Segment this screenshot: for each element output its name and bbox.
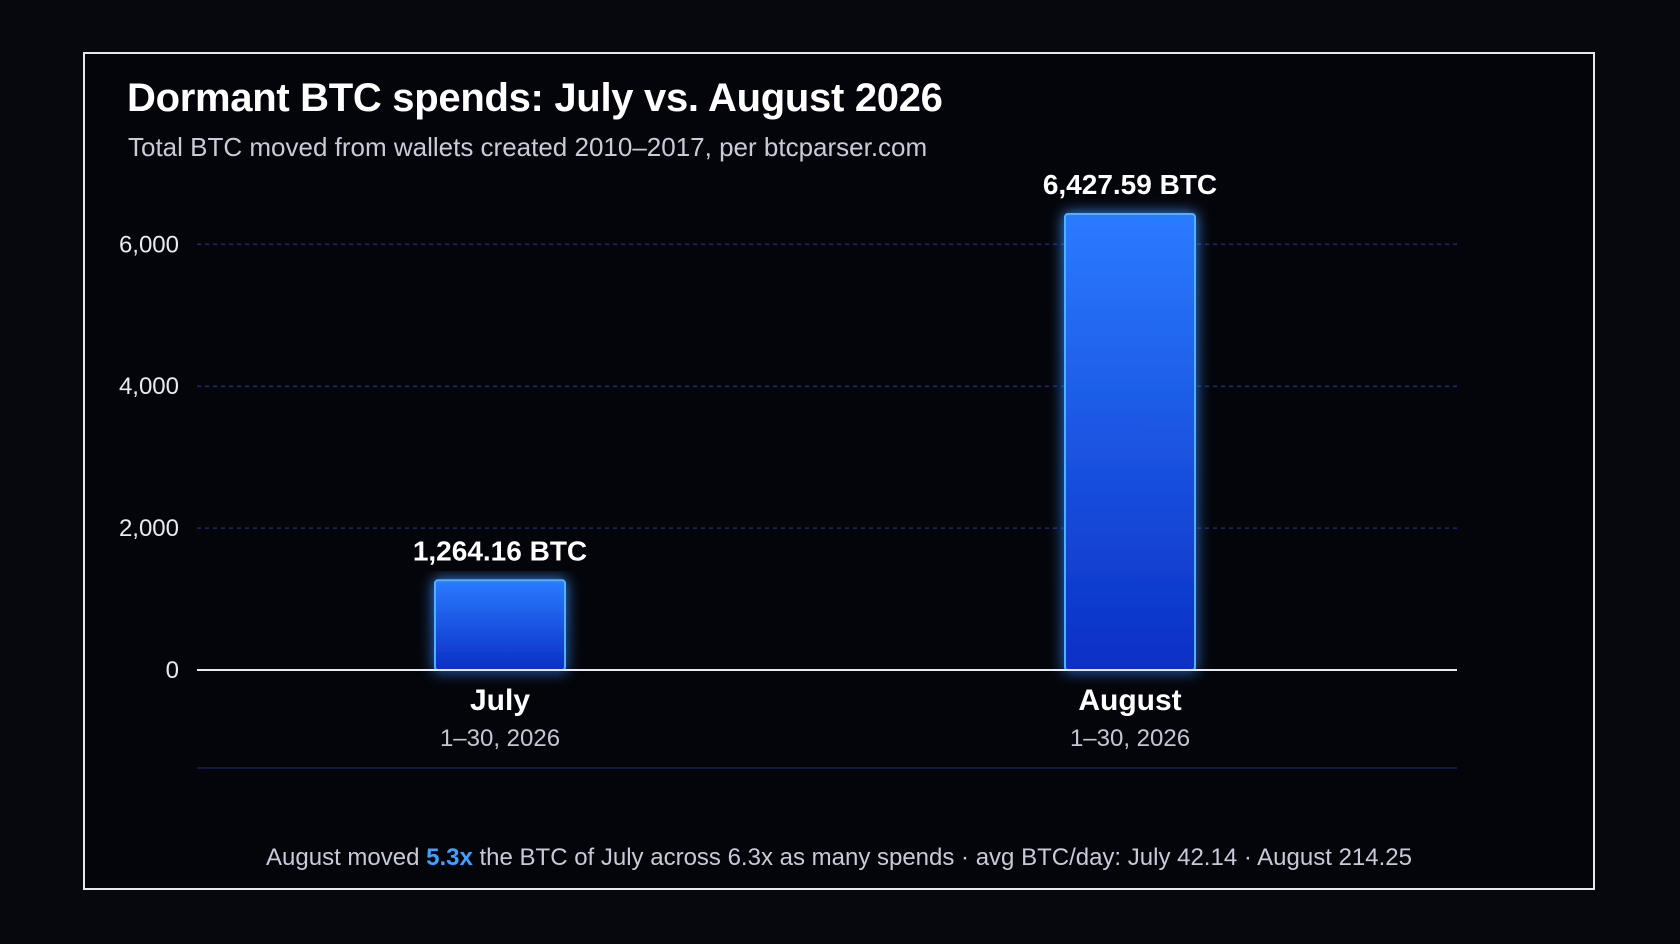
chart-subtitle: Total BTC moved from wallets created 201… bbox=[128, 132, 928, 162]
y-tick-label: 2,000 bbox=[119, 515, 179, 542]
footnote-suffix: the BTC of July across 6.3x as many spen… bbox=[472, 844, 1412, 871]
bar-value-label: 6,427.59 BTC bbox=[1043, 169, 1217, 200]
x-category-sublabel: 1–30, 2026 bbox=[440, 725, 560, 752]
y-tick-label: 0 bbox=[166, 657, 179, 684]
chart-frame: Dormant BTC spends: July vs. August 2026… bbox=[83, 52, 1595, 890]
x-category-sublabel: 1–30, 2026 bbox=[1070, 725, 1190, 752]
x-axis: July 1–30, 2026 August 1–30, 2026 bbox=[440, 684, 1190, 752]
x-category-label: July bbox=[470, 684, 530, 717]
y-tick-label: 6,000 bbox=[119, 231, 179, 258]
bar-chart: 0 2,000 4,000 6,000 1,264.16 BTC 6,427.59 BT… bbox=[119, 169, 1457, 769]
y-axis: 0 2,000 4,000 6,000 bbox=[119, 231, 179, 684]
footnote-highlight: 5.3x bbox=[426, 844, 473, 871]
bar-value-labels: 1,264.16 BTC 6,427.59 BTC bbox=[413, 169, 1217, 566]
chart-footnote: August moved 5.3x the BTC of July across… bbox=[85, 844, 1593, 872]
bars bbox=[434, 212, 1196, 672]
bar-value-label: 1,264.16 BTC bbox=[413, 535, 587, 566]
bar-july bbox=[434, 579, 566, 672]
chart-title: Dormant BTC spends: July vs. August 2026 bbox=[127, 76, 943, 120]
bar-august bbox=[1064, 212, 1196, 671]
footnote-prefix: August moved bbox=[266, 844, 427, 871]
y-tick-label: 4,000 bbox=[119, 373, 179, 400]
x-category-label: August bbox=[1078, 684, 1181, 717]
gridlines bbox=[197, 243, 1457, 529]
